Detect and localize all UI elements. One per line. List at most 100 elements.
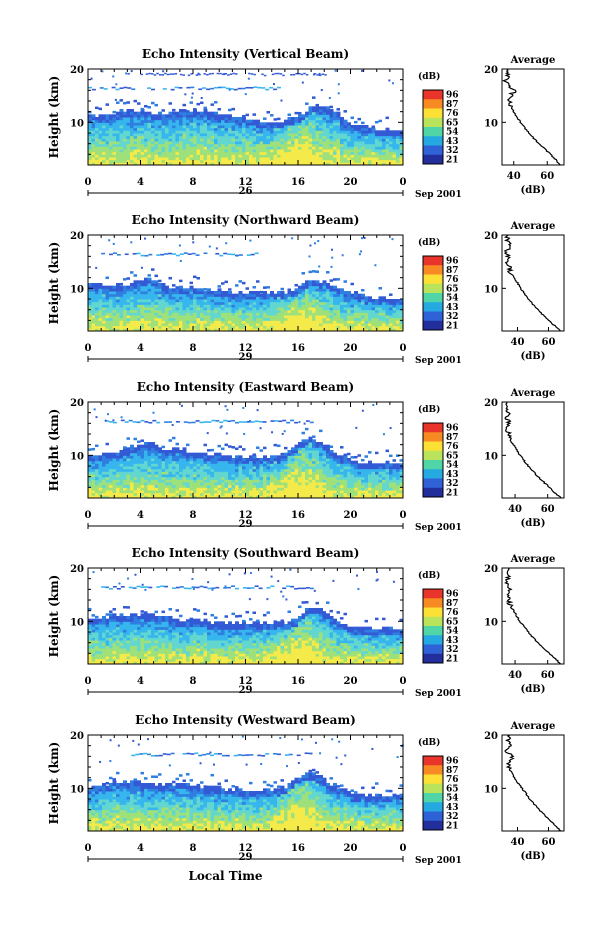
echo-cell (224, 466, 229, 470)
echo-cell (193, 151, 197, 155)
echo-cell (217, 114, 222, 118)
echo-cell (168, 328, 173, 332)
echo-cell (168, 312, 173, 316)
echo-cell (340, 149, 344, 153)
echo-cell (238, 296, 243, 300)
echo-cell (130, 141, 134, 145)
echo-cell (312, 293, 316, 297)
echo-cell (319, 109, 323, 113)
echo-cell (102, 452, 106, 456)
echo-cell (245, 119, 250, 123)
echo-cell (147, 452, 152, 456)
echo-cell (245, 471, 250, 475)
echo-cell (156, 72, 159, 75)
echo-cell (203, 320, 208, 324)
echo-cell (179, 296, 183, 300)
echo-cell (343, 146, 348, 150)
echo-cell (242, 468, 246, 472)
echo-cell (263, 492, 267, 496)
echo-cell (189, 479, 194, 483)
echo-cell (200, 492, 204, 496)
echo-cell (182, 325, 187, 329)
echo-cell (147, 151, 152, 155)
echo-cell (354, 320, 358, 324)
echo-cell (116, 317, 120, 321)
echo-cell (329, 325, 334, 329)
echo-cell (364, 304, 369, 308)
echo-cell (298, 458, 302, 462)
echo-cell (231, 328, 236, 332)
echo-cell (354, 133, 358, 137)
colorbar-band (423, 145, 443, 156)
echo-cell (154, 492, 159, 496)
echo-cell (322, 484, 327, 488)
echo-cell (210, 320, 215, 324)
echo-cell (105, 455, 110, 459)
echo-cell (263, 490, 267, 494)
echo-cell (189, 476, 194, 480)
echo-cell (305, 458, 309, 462)
echo-cell (252, 133, 257, 137)
echo-cell (287, 307, 292, 311)
echo-cell (326, 479, 330, 483)
echo-cell (266, 130, 271, 134)
echo-cell (253, 86, 258, 88)
echo-cell (147, 280, 152, 284)
echo-cell (119, 111, 124, 115)
echo-cell (266, 157, 271, 161)
echo-cell (158, 458, 162, 462)
echo-cell (315, 476, 320, 480)
echo-cell (207, 125, 211, 129)
echo-cell (168, 117, 173, 121)
echo-cell (119, 495, 124, 499)
echo-cell (347, 452, 351, 456)
echo-cell (350, 154, 355, 158)
echo-cell (280, 157, 285, 161)
echo-cell (154, 283, 159, 287)
echo-cell (95, 495, 99, 499)
echo-cell (189, 130, 194, 134)
echo-cell (284, 474, 288, 478)
echo-cell (207, 135, 211, 139)
echo-cell (301, 293, 306, 297)
echo-cell (280, 315, 285, 319)
echo-cell (95, 122, 99, 126)
echo-cell (270, 455, 274, 459)
echo-cell (392, 320, 397, 324)
echo-cell (207, 455, 211, 459)
echo-cell (175, 127, 180, 131)
echo-cell (98, 117, 103, 121)
echo-cell (238, 122, 243, 126)
echo-cell (361, 130, 365, 134)
echo-cell (273, 471, 278, 475)
echo-cell (182, 299, 187, 303)
echo-cell (179, 458, 183, 462)
echo-cell (130, 291, 134, 295)
echo-cell (119, 487, 124, 491)
colorbar-tick-label: 32 (446, 312, 459, 322)
echo-cell (305, 323, 309, 327)
echo-cell (200, 471, 204, 475)
echo-cell (263, 133, 267, 137)
echo-cell (221, 315, 225, 319)
echo-cell (151, 138, 155, 142)
echo-cell (137, 122, 141, 126)
echo-cell (301, 138, 306, 142)
echo-cell (105, 117, 110, 121)
echo-cell (109, 162, 113, 166)
echo-cell (140, 151, 145, 155)
echo-cell (291, 304, 295, 308)
echo-cell (242, 138, 246, 142)
echo-cell (105, 141, 110, 145)
echo-cell (140, 495, 145, 499)
echo-cell (109, 466, 113, 470)
echo-cell (179, 157, 183, 161)
echo-cell (245, 149, 250, 153)
echo-cell (179, 455, 183, 459)
echo-cell (343, 495, 348, 499)
echo-cell (102, 479, 106, 483)
echo-cell (280, 291, 285, 295)
echo-cell (329, 323, 334, 327)
echo-cell (186, 443, 190, 447)
echo-cell (224, 291, 229, 295)
